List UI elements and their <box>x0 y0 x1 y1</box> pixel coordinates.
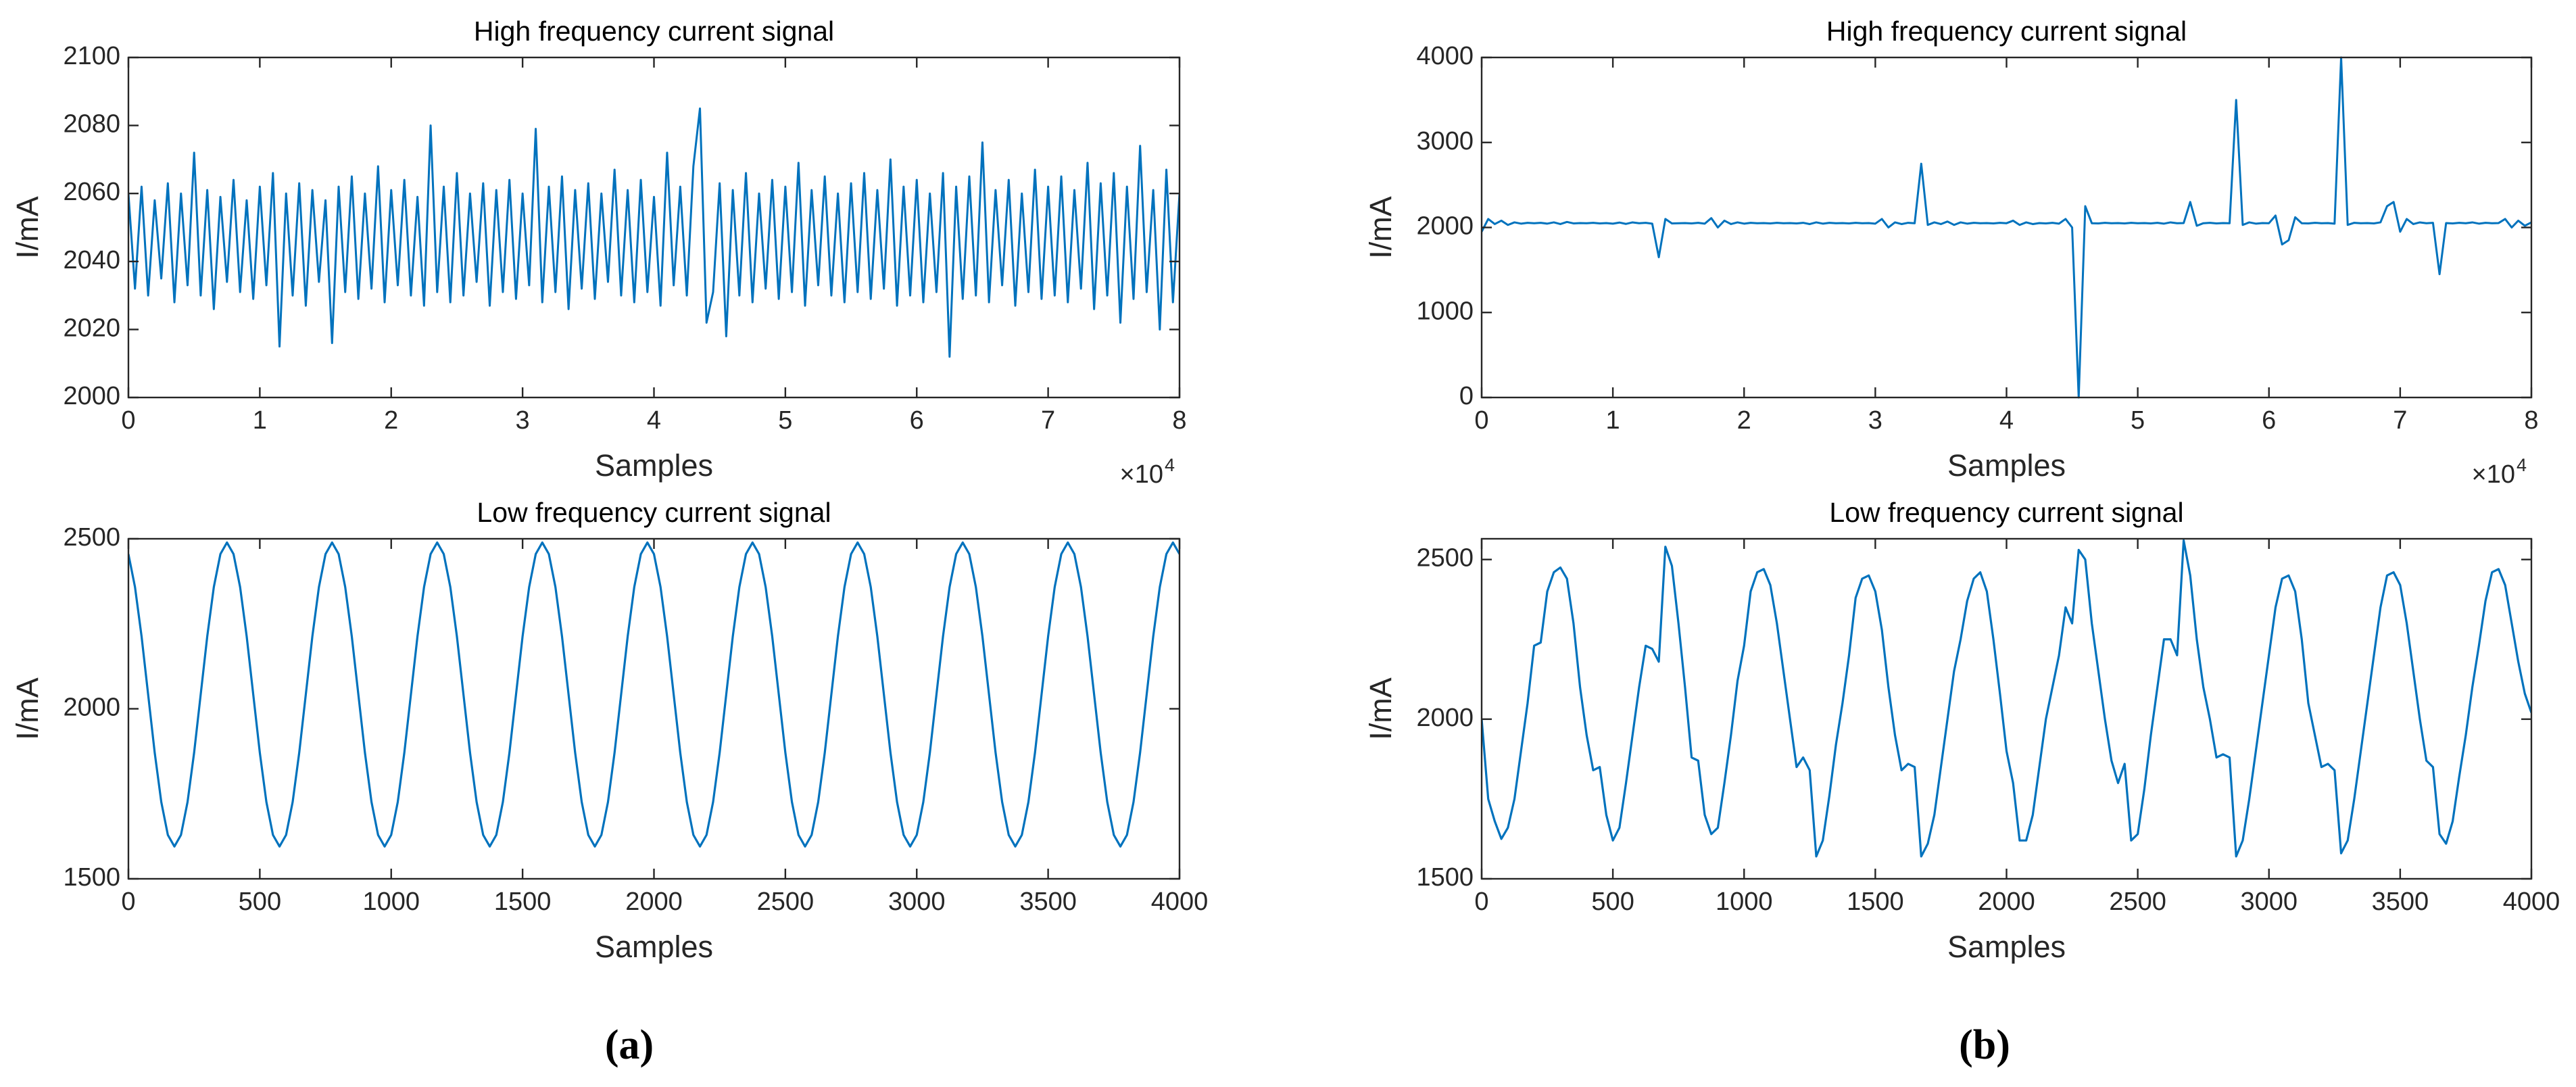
x-tick-label: 1 <box>1606 406 1620 435</box>
x-tick-label: 0 <box>1474 406 1488 435</box>
y-tick-label: 2000 <box>1416 704 1474 732</box>
data-line <box>128 541 1180 848</box>
x-tick-label: 3 <box>516 406 530 435</box>
y-axis-label: I/mA <box>10 196 45 259</box>
chart-title: Low frequency current signal <box>1829 497 2183 528</box>
plot-area <box>1482 57 2531 397</box>
y-tick-label: 2500 <box>1416 544 1474 573</box>
x-tick-label: 5 <box>2131 406 2145 435</box>
x-tick-label: 4000 <box>1151 888 1209 916</box>
plot-area <box>128 57 1180 397</box>
subplot: 0 500 1000 1500 2000 2500 3000 3500 4000 1500 2000… <box>1363 497 2560 964</box>
x-exponent: 4 <box>2517 455 2527 475</box>
x-axis-label: Samples <box>1947 448 2066 483</box>
x-tick-label: 1500 <box>494 888 552 916</box>
x-tick-label: 0 <box>1474 888 1488 916</box>
subplot: 0 1 2 3 4 5 6 7 8 0 1000 2000 3000 4000 High frequency… <box>1363 16 2539 489</box>
plot-area <box>1482 539 2531 879</box>
y-tick-label: 2100 <box>63 42 120 70</box>
x-tick-label: 3500 <box>1019 888 1077 916</box>
panel-label: (a) <box>605 1022 654 1068</box>
subplot: 0 1 2 3 4 5 6 7 8 2000 2020 2040 2060 2080 2100 High fr… <box>10 16 1187 489</box>
y-tick-label: 1500 <box>63 863 120 892</box>
chart-title: High frequency current signal <box>474 16 834 47</box>
x-tick-label: 3000 <box>2240 888 2298 916</box>
x-tick-label: 1 <box>253 406 267 435</box>
y-tick-label: 4000 <box>1416 42 1474 70</box>
x-tick-label: 2500 <box>757 888 815 916</box>
x-tick-label: 2000 <box>1978 888 2035 916</box>
x-tick-label: 7 <box>2393 406 2407 435</box>
x-tick-label: 8 <box>2524 406 2538 435</box>
x-tick-label: 6 <box>910 406 924 435</box>
x-tick-label: 2000 <box>625 888 683 916</box>
x-tick-label: 0 <box>121 888 135 916</box>
x-tick-label: 5 <box>778 406 792 435</box>
x-tick-label: 2 <box>1737 406 1751 435</box>
x-tick-label: 500 <box>239 888 281 916</box>
x-tick-label: 500 <box>1591 888 1634 916</box>
x-axis-label: Samples <box>595 929 713 964</box>
x-tick-label: 1000 <box>1716 888 1773 916</box>
y-tick-label: 2020 <box>63 314 120 342</box>
y-tick-label: 2000 <box>1416 212 1474 241</box>
x-tick-label: 3000 <box>888 888 946 916</box>
y-axis-label: I/mA <box>1363 196 1398 259</box>
y-tick-label: 2000 <box>63 382 120 410</box>
x-tick-label: 1000 <box>362 888 420 916</box>
x-tick-label: 2500 <box>2109 888 2166 916</box>
y-tick-label: 2000 <box>63 694 120 722</box>
y-axis-label: I/mA <box>1363 677 1398 740</box>
x-tick-label: 1500 <box>1847 888 1904 916</box>
x-tick-label: 7 <box>1041 406 1055 435</box>
x-tick-label: 0 <box>121 406 135 435</box>
y-axis-label: I/mA <box>10 677 45 740</box>
y-tick-label: 3000 <box>1416 127 1474 155</box>
x-axis-label: Samples <box>595 448 713 483</box>
chart-title: High frequency current signal <box>1826 16 2187 47</box>
x-tick-label: 3500 <box>2372 888 2429 916</box>
y-tick-label: 2500 <box>63 523 120 552</box>
y-tick-label: 2080 <box>63 110 120 139</box>
subplot: 0 500 1000 1500 2000 2500 3000 3500 4000 1500 2000… <box>10 497 1208 964</box>
y-tick-label: 0 <box>1459 382 1474 410</box>
y-tick-label: 1500 <box>1416 863 1474 892</box>
x-tick-label: 4 <box>1999 406 2014 435</box>
panel-label: (b) <box>1959 1022 2010 1068</box>
x-multiplier: ×10 <box>2472 460 2515 489</box>
x-tick-label: 3 <box>1868 406 1882 435</box>
data-line <box>128 107 1180 358</box>
x-tick-label: 4000 <box>2503 888 2560 916</box>
y-tick-label: 2060 <box>63 178 120 206</box>
chart-title: Low frequency current signal <box>477 497 831 528</box>
plot-area <box>128 539 1180 879</box>
x-tick-label: 2 <box>384 406 398 435</box>
data-line <box>1482 56 2531 399</box>
x-multiplier: ×10 <box>1120 460 1163 489</box>
x-tick-label: 6 <box>2262 406 2276 435</box>
data-line <box>1482 539 2531 858</box>
y-tick-label: 1000 <box>1416 297 1474 325</box>
x-axis-label: Samples <box>1947 929 2066 964</box>
x-tick-label: 8 <box>1172 406 1186 435</box>
x-exponent: 4 <box>1165 455 1175 475</box>
x-tick-label: 4 <box>647 406 661 435</box>
y-tick-label: 2040 <box>63 246 120 274</box>
